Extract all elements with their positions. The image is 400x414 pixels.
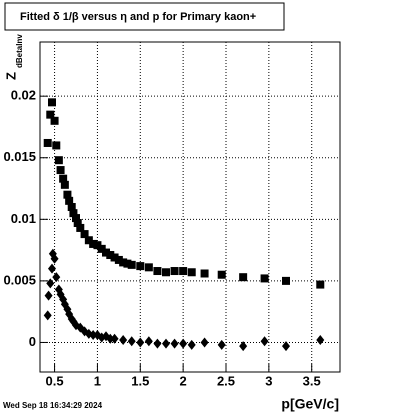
marker bbox=[179, 267, 188, 276]
marker bbox=[69, 209, 78, 218]
marker bbox=[282, 276, 290, 285]
y-tick-label: 0.01 bbox=[11, 211, 36, 226]
marker bbox=[89, 330, 98, 341]
marker bbox=[72, 214, 80, 223]
marker bbox=[52, 141, 61, 150]
marker bbox=[93, 241, 102, 250]
marker bbox=[84, 236, 93, 245]
marker bbox=[123, 259, 132, 268]
marker bbox=[239, 273, 248, 282]
x-axis-label: p[GeV/c] bbox=[281, 396, 339, 412]
marker bbox=[44, 290, 53, 301]
x-tick-label: 3.5 bbox=[303, 373, 321, 388]
marker bbox=[97, 244, 106, 253]
y-tick-label: 0.005 bbox=[3, 272, 36, 287]
marker bbox=[187, 268, 196, 277]
marker bbox=[260, 336, 269, 347]
marker bbox=[46, 110, 55, 119]
marker bbox=[56, 166, 65, 175]
marker bbox=[106, 251, 115, 260]
marker bbox=[316, 280, 325, 289]
title-box bbox=[4, 2, 285, 31]
marker bbox=[114, 255, 123, 264]
marker bbox=[80, 230, 89, 239]
marker bbox=[43, 310, 52, 321]
marker bbox=[162, 338, 170, 349]
marker bbox=[260, 274, 269, 283]
marker bbox=[110, 333, 119, 344]
footer: Wed Sep 18 16:34:29 2024 bbox=[3, 401, 103, 410]
marker bbox=[76, 223, 85, 232]
marker bbox=[46, 278, 55, 289]
marker bbox=[52, 272, 61, 283]
marker bbox=[110, 253, 119, 262]
marker bbox=[153, 267, 162, 276]
x-tick-label: 1 bbox=[94, 373, 101, 388]
marker bbox=[144, 336, 153, 347]
marker bbox=[316, 334, 325, 345]
marker bbox=[59, 174, 68, 183]
marker bbox=[106, 333, 115, 344]
marker bbox=[200, 337, 209, 348]
marker bbox=[50, 116, 59, 125]
marker bbox=[217, 339, 226, 350]
marker bbox=[60, 180, 69, 189]
marker bbox=[179, 338, 188, 349]
marker bbox=[67, 203, 76, 211]
marker bbox=[187, 339, 196, 350]
y-axis-label: Z bbox=[3, 72, 18, 80]
marker bbox=[136, 262, 145, 271]
marker bbox=[43, 138, 52, 147]
marker bbox=[63, 190, 72, 199]
chart-title: Fitted δ 1/β versus η and p for Primary … bbox=[20, 11, 256, 23]
marker bbox=[239, 341, 248, 352]
x-tick-label: 2 bbox=[180, 373, 187, 388]
y-tick-label: 0.015 bbox=[3, 149, 36, 164]
marker bbox=[127, 336, 136, 347]
x-tick-label: 0.5 bbox=[46, 373, 64, 388]
marker bbox=[144, 263, 153, 272]
marker bbox=[153, 338, 162, 349]
marker bbox=[119, 258, 128, 267]
marker bbox=[54, 156, 63, 165]
marker bbox=[136, 337, 145, 348]
marker bbox=[119, 334, 128, 345]
marker bbox=[59, 294, 68, 305]
x-tick-label: 2.5 bbox=[217, 373, 235, 388]
y-tick-label: 0.02 bbox=[11, 88, 36, 103]
marker bbox=[65, 196, 74, 205]
marker bbox=[170, 338, 179, 349]
y-tick-label: 0 bbox=[29, 334, 36, 349]
marker bbox=[102, 248, 110, 257]
marker bbox=[50, 253, 59, 264]
marker bbox=[170, 267, 179, 276]
x-tick-label: 3 bbox=[265, 373, 272, 388]
marker bbox=[217, 270, 226, 279]
marker bbox=[48, 98, 56, 107]
x-tick-label: 1.5 bbox=[131, 373, 149, 388]
y-axis-label-sub: dBetaInv bbox=[15, 34, 24, 68]
marker bbox=[162, 268, 170, 277]
marker bbox=[73, 219, 82, 228]
marker bbox=[200, 269, 209, 278]
marker bbox=[89, 239, 98, 248]
marker bbox=[48, 263, 56, 274]
plot-frame bbox=[39, 41, 341, 373]
marker bbox=[127, 260, 136, 269]
marker bbox=[282, 341, 290, 352]
